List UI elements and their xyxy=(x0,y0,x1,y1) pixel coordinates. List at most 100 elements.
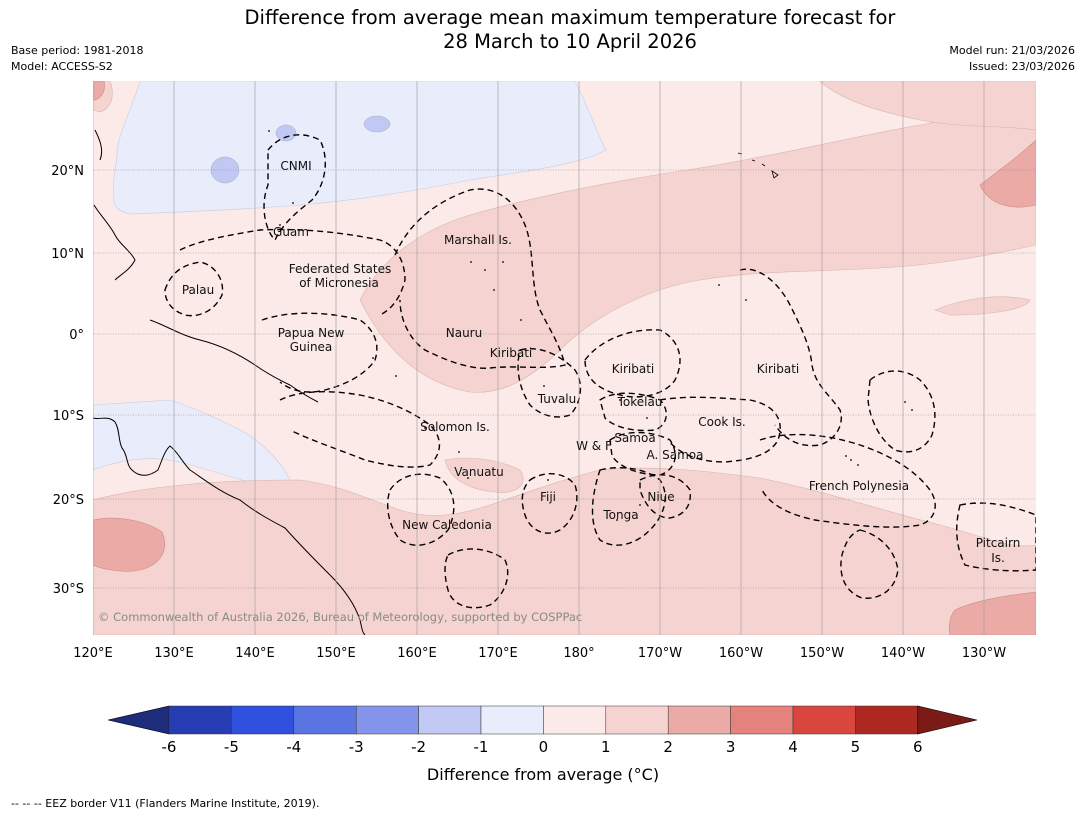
label-fsm-line1: Federated States xyxy=(289,262,391,276)
hawaii-islands xyxy=(737,152,779,179)
lon-tick-label: 130°W xyxy=(962,646,1006,661)
anomaly-neg2-spot-3 xyxy=(363,115,391,133)
label-pitcairn-line2: Is. xyxy=(991,551,1005,565)
colorbar-tick-label: 3 xyxy=(726,738,736,756)
label-vanuatu: Vanuatu xyxy=(454,465,504,479)
label-kiribati-central: Kiribati xyxy=(612,362,654,376)
colorbar-swatch xyxy=(730,705,794,735)
lon-tick-label: 170°E xyxy=(478,646,518,661)
label-png-line2: Guinea xyxy=(290,340,333,354)
lon-tick-label: 160°W xyxy=(719,646,763,661)
anomaly-neg2-spot-1 xyxy=(210,156,240,184)
meta-left: Base period: 1981-2018 Model: ACCESS-S2 xyxy=(11,43,143,75)
map-title: Difference from average mean maximum tem… xyxy=(0,6,1085,54)
label-new-caledonia: New Caledonia xyxy=(402,518,492,532)
colorbar-tick-label: 1 xyxy=(601,738,611,756)
colorbar-label-text: Difference from average (°C) xyxy=(427,765,659,784)
colorbar-swatch xyxy=(480,705,544,735)
copyright-notice: © Commonwealth of Australia 2026, Bureau… xyxy=(98,610,582,624)
label-cook-is: Cook Is. xyxy=(698,415,745,429)
label-png-line1: Papua New xyxy=(278,326,345,340)
eez-footnote: -- -- -- EEZ border V11 (Flanders Marine… xyxy=(11,797,320,810)
anomaly-neg1-to-0-north xyxy=(113,81,607,215)
longitude-tick-labels: 120°E 130°E 140°E 150°E 160°E 170°E 180° 170°W 1… xyxy=(73,646,1006,661)
label-french-polynesia: French Polynesia xyxy=(809,479,909,493)
issued-date: Issued: 23/03/2026 xyxy=(968,60,1075,73)
colorbar: -6 -5 -4 -3 -2 -1 0 1 2 3 4 5 6 xyxy=(107,705,978,756)
base-period: Base period: 1981-2018 xyxy=(11,44,144,57)
label-niue: Niue xyxy=(647,490,674,504)
lon-tick-label: 130°E xyxy=(154,646,194,661)
anomaly-2-to-3-northeast xyxy=(979,139,1036,208)
label-solomon-is: Solomon Is. xyxy=(420,420,490,434)
label-tonga: Tonga xyxy=(602,508,638,522)
model-run: Model run: 21/03/2026 xyxy=(949,44,1075,57)
label-cnmi: CNMI xyxy=(280,159,311,173)
colorbar-extend-high xyxy=(917,705,978,735)
model-name: Model: ACCESS-S2 xyxy=(11,60,113,73)
colorbar-tick-label: 2 xyxy=(663,738,673,756)
label-kiribati-east: Kiribati xyxy=(757,362,799,376)
label-samoa: Samoa xyxy=(614,431,655,445)
lat-tick-label: 30°S xyxy=(53,582,84,597)
graticule xyxy=(93,81,1036,635)
label-marshall-is: Marshall Is. xyxy=(444,233,512,247)
eez-borders xyxy=(164,134,1036,609)
lon-tick-label: 160°E xyxy=(397,646,437,661)
lat-tick-label: 20°S xyxy=(53,493,84,508)
label-kiribati-west: Kiribati xyxy=(490,346,532,360)
colorbar-swatch xyxy=(355,705,419,735)
region-labels: CNMI Guam Marshall Is. Federated States … xyxy=(182,159,1020,565)
colorbar-swatch xyxy=(168,705,232,735)
colorbar-tick-label: -2 xyxy=(411,738,426,756)
lon-tick-label: 150°W xyxy=(800,646,844,661)
lon-tick-label: 140°E xyxy=(235,646,275,661)
colorbar-tick-label: -1 xyxy=(474,738,489,756)
label-wallis-futuna: W & F xyxy=(576,439,612,453)
lat-tick-label: 0° xyxy=(69,328,84,343)
colorbar-swatch xyxy=(293,705,357,735)
colorbar-tick-label: 5 xyxy=(851,738,861,756)
colorbar-tick-label: 0 xyxy=(539,738,549,756)
label-tokelau: Tokelau xyxy=(617,395,663,409)
anomaly-neg2-spot-2 xyxy=(275,124,297,142)
anomaly-1-to-2-northeast xyxy=(819,81,1036,131)
colorbar-swatch xyxy=(543,705,607,735)
colorbar-swatch xyxy=(667,705,731,735)
label-pitcairn-line1: Pitcairn xyxy=(976,536,1021,550)
colorbar-swatch xyxy=(418,705,482,735)
anomaly-1-to-2-central xyxy=(359,91,1036,393)
meta-right: Model run: 21/03/2026 Issued: 23/03/2026 xyxy=(949,43,1075,75)
philippines-coastline xyxy=(93,129,136,281)
colorbar-tick-label: 4 xyxy=(788,738,798,756)
colorbar-tick-label: -4 xyxy=(286,738,301,756)
colorbar-extend-low xyxy=(107,705,170,735)
latitude-tick-labels: 20°N 10°N 0° 10°S 20°S 30°S xyxy=(51,164,84,597)
lon-tick-label: 180° xyxy=(563,646,594,661)
colorbar-tick-label: -5 xyxy=(224,738,239,756)
label-palau: Palau xyxy=(182,283,214,297)
map-field xyxy=(93,81,1036,635)
colorbar-swatch xyxy=(605,705,669,735)
colorbar-label: Difference from average (°C) xyxy=(427,765,659,784)
label-american-samoa: A. Samoa xyxy=(647,448,704,462)
label-fiji: Fiji xyxy=(540,490,556,504)
anomaly-1-to-2-east-strip xyxy=(934,296,1031,316)
lon-tick-label: 120°E xyxy=(73,646,113,661)
anomaly-2-to-3-southeast xyxy=(948,591,1036,635)
title-line-2: 28 March to 10 April 2026 xyxy=(443,30,697,53)
lat-tick-label: 10°S xyxy=(53,409,84,424)
lon-tick-label: 140°W xyxy=(881,646,925,661)
label-tuvalu: Tuvalu xyxy=(537,392,577,406)
label-nauru: Nauru xyxy=(446,326,482,340)
label-guam: Guam xyxy=(273,225,309,239)
lon-tick-label: 150°E xyxy=(316,646,356,661)
title-line-1: Difference from average mean maximum tem… xyxy=(244,6,896,29)
colorbar-swatch xyxy=(792,705,856,735)
island-dots xyxy=(268,130,913,521)
lat-tick-label: 20°N xyxy=(51,164,84,179)
lat-tick-label: 10°N xyxy=(51,247,84,262)
anomaly-2-to-3-north-small xyxy=(93,81,105,101)
label-fsm-line2: of Micronesia xyxy=(299,276,379,290)
